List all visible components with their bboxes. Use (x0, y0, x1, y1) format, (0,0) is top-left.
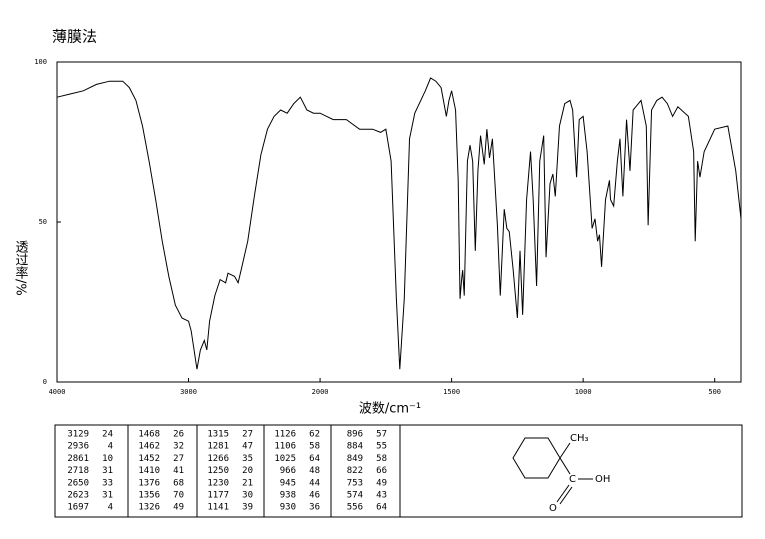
peak-transmittance: 26 (173, 430, 184, 440)
peak-wavenumber: 2861 (67, 454, 89, 464)
x-tick-label: 4000 (49, 388, 66, 396)
peak-wavenumber: 3129 (67, 430, 89, 440)
y-tick-label: 0 (43, 378, 47, 386)
peak-wavenumber: 1177 (207, 491, 229, 501)
peak-transmittance: 24 (102, 430, 113, 440)
peak-transmittance: 70 (173, 491, 184, 501)
peak-wavenumber: 1376 (138, 478, 160, 488)
peak-wavenumber: 556 (347, 503, 363, 513)
peak-transmittance: 64 (376, 503, 387, 513)
table-dividers (127, 425, 401, 517)
peak-transmittance: 68 (173, 478, 184, 488)
peak-transmittance: 27 (242, 430, 253, 440)
peak-wavenumber: 938 (280, 491, 296, 501)
peak-wavenumber: 2936 (67, 442, 89, 452)
peak-transmittance: 4 (108, 442, 113, 452)
y-tick-label: 100 (34, 58, 47, 66)
peak-wavenumber: 1126 (274, 430, 296, 440)
peak-transmittance: 66 (376, 466, 387, 476)
peak-transmittance: 27 (173, 454, 184, 464)
peak-transmittance: 31 (102, 466, 113, 476)
x-tick-label: 2000 (312, 388, 329, 396)
table-frame (54, 424, 743, 518)
peak-wavenumber: 1326 (138, 503, 160, 513)
peak-transmittance: 4 (108, 503, 113, 513)
peak-wavenumber: 930 (280, 503, 296, 513)
peak-wavenumber: 822 (347, 466, 363, 476)
peak-wavenumber: 1697 (67, 503, 89, 513)
peak-wavenumber: 1468 (138, 430, 160, 440)
peak-wavenumber: 1462 (138, 442, 160, 452)
peak-wavenumber: 1250 (207, 466, 229, 476)
x-axis-label: 波数/cm⁻¹ (359, 402, 421, 417)
peak-transmittance: 55 (376, 442, 387, 452)
peak-transmittance: 21 (242, 478, 253, 488)
structure-label: C (569, 474, 576, 485)
chart-title: 薄膜法 (52, 28, 97, 46)
peak-wavenumber: 1452 (138, 454, 160, 464)
x-tick-label: 1500 (443, 388, 460, 396)
peak-transmittance: 20 (242, 466, 253, 476)
peak-transmittance: 48 (309, 466, 320, 476)
peak-transmittance: 33 (102, 478, 113, 488)
peak-transmittance: 36 (309, 503, 320, 513)
peak-wavenumber: 849 (347, 454, 363, 464)
x-tick-label: 3000 (180, 388, 197, 396)
peak-transmittance: 30 (242, 491, 253, 501)
peak-transmittance: 43 (376, 491, 387, 501)
peak-wavenumber: 1281 (207, 442, 229, 452)
peak-wavenumber: 753 (347, 478, 363, 488)
peak-transmittance: 31 (102, 491, 113, 501)
peak-wavenumber: 896 (347, 430, 363, 440)
peak-transmittance: 58 (376, 454, 387, 464)
x-tick-label: 1000 (575, 388, 592, 396)
peak-transmittance: 64 (309, 454, 320, 464)
peak-transmittance: 32 (173, 442, 184, 452)
peak-transmittance: 10 (102, 454, 113, 464)
structure-label: O (549, 503, 557, 514)
peak-wavenumber: 2623 (67, 491, 89, 501)
peak-wavenumber: 1410 (138, 466, 160, 476)
peak-wavenumber: 1230 (207, 478, 229, 488)
peak-wavenumber: 1025 (274, 454, 296, 464)
y-axis-label: 透过率/% (13, 240, 29, 296)
spectrum-line (56, 77, 742, 370)
peak-transmittance: 35 (242, 454, 253, 464)
x-tick-label: 500 (708, 388, 721, 396)
peak-wavenumber: 574 (347, 491, 363, 501)
peak-transmittance: 49 (173, 503, 184, 513)
peak-wavenumber: 966 (280, 466, 296, 476)
peak-wavenumber: 1356 (138, 491, 160, 501)
peak-wavenumber: 1266 (207, 454, 229, 464)
peak-wavenumber: 2650 (67, 478, 89, 488)
peak-wavenumber: 1106 (274, 442, 296, 452)
peak-wavenumber: 2718 (67, 466, 89, 476)
peak-transmittance: 41 (173, 466, 184, 476)
peak-wavenumber: 884 (347, 442, 363, 452)
peak-transmittance: 46 (309, 491, 320, 501)
structure-bonds (512, 437, 593, 505)
peak-transmittance: 62 (309, 430, 320, 440)
structure-label: OH (595, 474, 610, 485)
y-tick-label: 50 (39, 218, 47, 226)
peak-transmittance: 49 (376, 478, 387, 488)
peak-transmittance: 47 (242, 442, 253, 452)
structure-label: CH₃ (570, 433, 589, 444)
peak-transmittance: 57 (376, 430, 387, 440)
peak-wavenumber: 1315 (207, 430, 229, 440)
peak-transmittance: 58 (309, 442, 320, 452)
peak-wavenumber: 945 (280, 478, 296, 488)
peak-transmittance: 39 (242, 503, 253, 513)
peak-wavenumber: 1141 (207, 503, 229, 513)
peak-transmittance: 44 (309, 478, 320, 488)
